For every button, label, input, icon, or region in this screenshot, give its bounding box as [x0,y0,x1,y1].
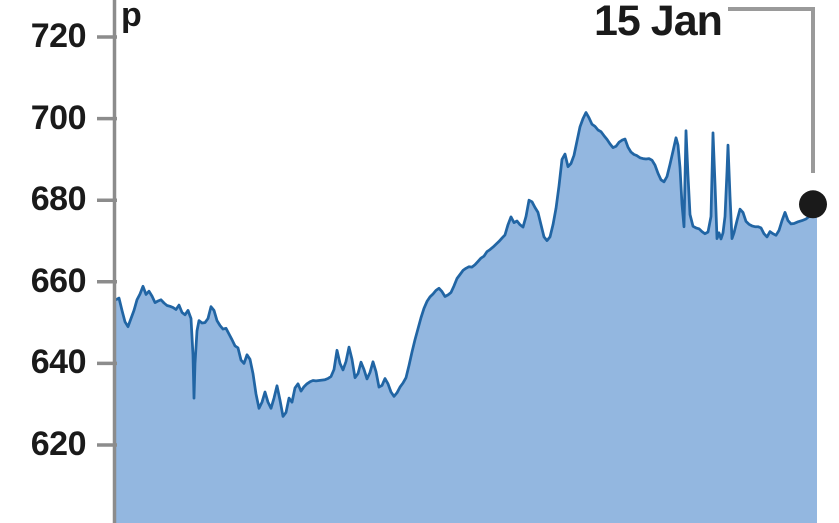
y-tick-label: 720 [30,17,87,55]
price-area [115,112,817,523]
annotation-label: 15 Jan [594,0,723,45]
y-tick-label: 660 [30,261,87,300]
y-tick-label: 640 [30,343,87,382]
callout-line [728,7,815,173]
price-line [113,111,819,418]
y-axis-unit-label: p [121,0,142,34]
y-tick-label: 700 [30,98,87,137]
y-tick-label: 620 [30,425,87,463]
y-tick-label: 680 [30,180,87,219]
price-marker-dot [799,190,827,219]
